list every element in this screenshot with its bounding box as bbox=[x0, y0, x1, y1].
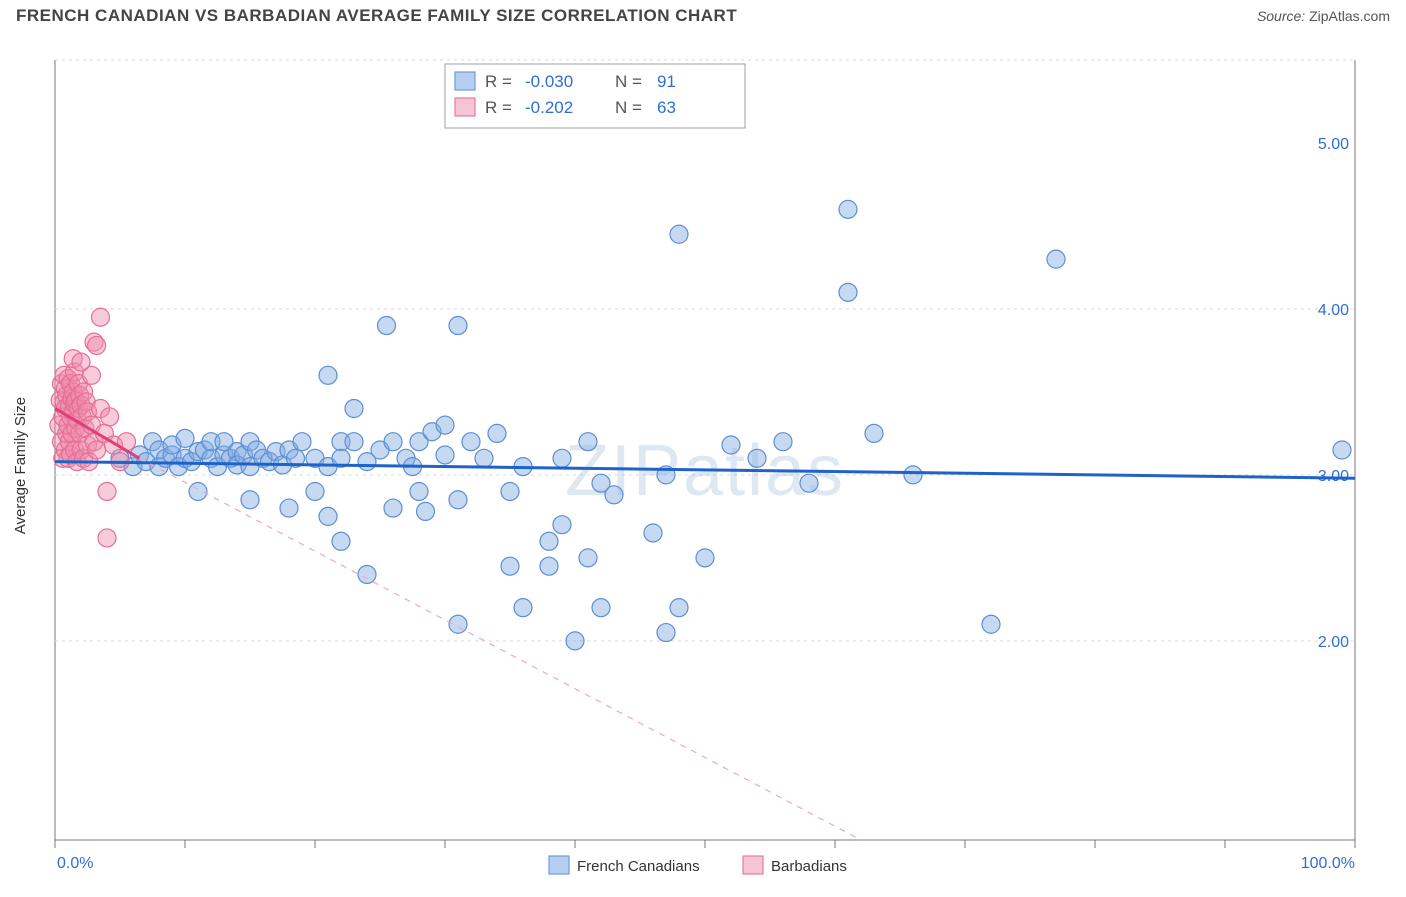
y-axis-title: Average Family Size bbox=[12, 397, 29, 534]
data-point bbox=[501, 482, 519, 500]
series-barbadians bbox=[50, 308, 136, 547]
stats-r-label: R = bbox=[485, 72, 512, 91]
chart-title: FRENCH CANADIAN VS BARBADIAN AVERAGE FAM… bbox=[16, 6, 737, 26]
data-point bbox=[982, 615, 1000, 633]
data-point bbox=[449, 317, 467, 335]
data-point bbox=[88, 441, 106, 459]
stats-n-label: N = bbox=[615, 72, 642, 91]
data-point bbox=[280, 499, 298, 517]
data-point bbox=[358, 565, 376, 583]
data-point bbox=[722, 436, 740, 454]
data-point bbox=[345, 400, 363, 418]
stats-swatch bbox=[455, 72, 475, 90]
data-point bbox=[449, 491, 467, 509]
stats-swatch bbox=[455, 98, 475, 116]
data-point bbox=[540, 557, 558, 575]
data-point bbox=[98, 482, 116, 500]
data-point bbox=[417, 502, 435, 520]
data-point bbox=[332, 532, 350, 550]
legend-swatch bbox=[549, 856, 569, 874]
data-point bbox=[384, 433, 402, 451]
legend-swatch bbox=[743, 856, 763, 874]
data-point bbox=[904, 466, 922, 484]
data-point bbox=[514, 599, 532, 617]
data-point bbox=[88, 336, 106, 354]
stats-r-value: -0.202 bbox=[525, 98, 573, 117]
data-point bbox=[696, 549, 714, 567]
y-tick-label: 4.00 bbox=[1318, 302, 1349, 319]
data-point bbox=[579, 433, 597, 451]
data-point bbox=[553, 516, 571, 534]
data-point bbox=[410, 482, 428, 500]
data-point bbox=[176, 429, 194, 447]
x-max-label: 100.0% bbox=[1301, 855, 1355, 872]
data-point bbox=[644, 524, 662, 542]
data-point bbox=[839, 283, 857, 301]
data-point bbox=[449, 615, 467, 633]
data-point bbox=[475, 449, 493, 467]
data-point bbox=[774, 433, 792, 451]
source-label: Source: bbox=[1257, 8, 1305, 24]
data-point bbox=[384, 499, 402, 517]
data-point bbox=[241, 491, 259, 509]
data-point bbox=[657, 624, 675, 642]
data-point bbox=[579, 549, 597, 567]
data-point bbox=[605, 486, 623, 504]
data-point bbox=[488, 424, 506, 442]
series-french-canadians bbox=[111, 200, 1351, 649]
source-value: ZipAtlas.com bbox=[1309, 8, 1390, 24]
data-point bbox=[189, 482, 207, 500]
data-point bbox=[800, 474, 818, 492]
data-point bbox=[72, 353, 90, 371]
data-point bbox=[865, 424, 883, 442]
data-point bbox=[378, 317, 396, 335]
stats-n-label: N = bbox=[615, 98, 642, 117]
data-point bbox=[319, 366, 337, 384]
data-point bbox=[1333, 441, 1351, 459]
data-point bbox=[592, 599, 610, 617]
data-point bbox=[839, 200, 857, 218]
source-attribution: Source: ZipAtlas.com bbox=[1257, 8, 1390, 24]
data-point bbox=[306, 482, 324, 500]
data-point bbox=[566, 632, 584, 650]
legend-label: French Canadians bbox=[577, 858, 700, 875]
data-point bbox=[98, 529, 116, 547]
x-min-label: 0.0% bbox=[57, 855, 93, 872]
data-point bbox=[319, 507, 337, 525]
data-point bbox=[1047, 250, 1065, 268]
data-point bbox=[670, 225, 688, 243]
data-point bbox=[553, 449, 571, 467]
stats-r-label: R = bbox=[485, 98, 512, 117]
trend-line-extrapolated bbox=[140, 458, 862, 840]
legend-label: Barbadians bbox=[771, 858, 847, 875]
y-tick-label: 2.00 bbox=[1318, 634, 1349, 651]
data-point bbox=[345, 433, 363, 451]
data-point bbox=[436, 446, 454, 464]
data-point bbox=[670, 599, 688, 617]
stats-n-value: 91 bbox=[657, 72, 676, 91]
data-point bbox=[501, 557, 519, 575]
stats-r-value: -0.030 bbox=[525, 72, 573, 91]
chart-container: 2.003.004.005.000.0%100.0%Average Family… bbox=[0, 40, 1406, 897]
data-point bbox=[748, 449, 766, 467]
data-point bbox=[293, 433, 311, 451]
data-point bbox=[462, 433, 480, 451]
correlation-scatter-chart: 2.003.004.005.000.0%100.0%Average Family… bbox=[0, 40, 1406, 892]
stats-n-value: 63 bbox=[657, 98, 676, 117]
data-point bbox=[101, 408, 119, 426]
y-tick-label: 5.00 bbox=[1318, 136, 1349, 153]
data-point bbox=[540, 532, 558, 550]
data-point bbox=[92, 308, 110, 326]
data-point bbox=[436, 416, 454, 434]
